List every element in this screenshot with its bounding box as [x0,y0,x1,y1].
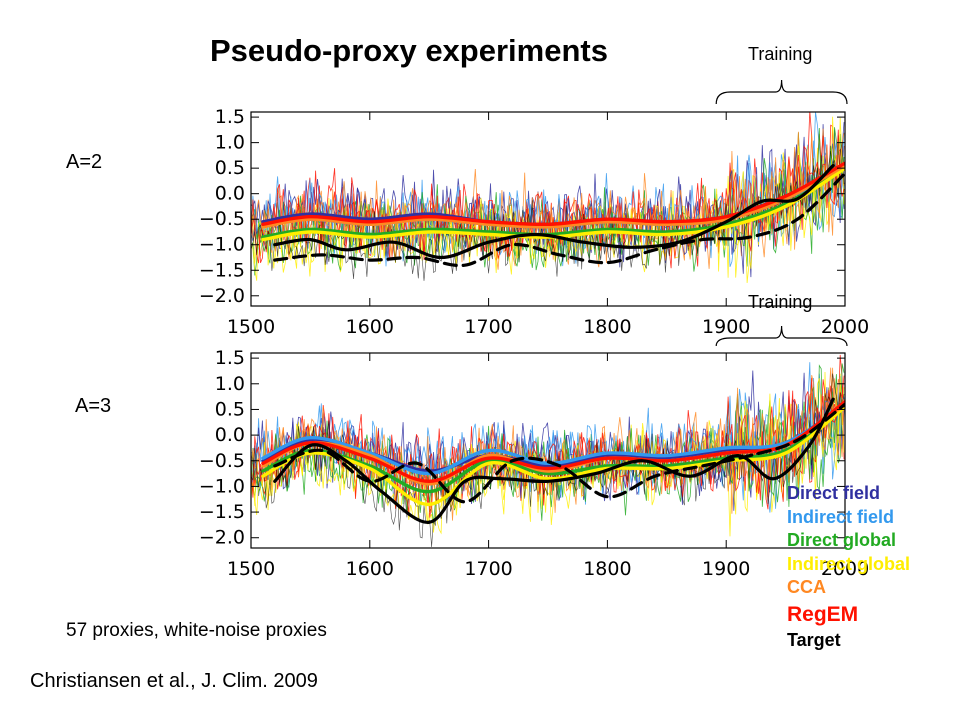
x-tick-label: 1900 [702,316,750,338]
y-tick-label: 0.0 [215,424,245,446]
y-tick-label: −1.5 [199,259,245,281]
x-tick-label: 2000 [821,558,869,580]
x-tick-label: 1800 [583,316,631,338]
series-line-cca [261,163,845,229]
series-line-target-dashed [273,402,845,504]
training-brace [715,79,848,105]
panel-label-a2: A=2 [66,151,103,173]
legend-item-indirect-field: Indirect field [787,506,895,527]
x-tick-label: 1700 [464,558,512,580]
series-line-target [273,397,835,524]
training-label-middle: Training [748,292,813,312]
x-tick-label: 1500 [227,316,275,338]
y-tick-label: −1.0 [199,234,245,256]
legend-item-cca: CCA [787,577,826,597]
x-tick-label: 2000 [821,316,869,338]
y-tick-label: −0.5 [199,450,245,472]
y-tick-label: 0.5 [215,157,245,179]
y-tick-label: −0.5 [199,208,245,230]
noise-indirect-field-1 [251,362,845,505]
y-tick-label: −2.0 [199,527,245,549]
citation: Christiansen et al., J. Clim. 2009 [30,670,318,692]
proxies-note: 57 proxies, white-noise proxies [66,620,327,641]
y-tick-label: 1.0 [215,373,245,395]
chart-panel-a2: 1.5 1.0 0.5 0.0 −0.5 −1.0 −1.5 −2.0 1500 1600 1700… [199,79,869,338]
plot-frame [250,111,846,307]
page-title: Pseudo-proxy experiments [210,33,608,68]
chart-panel-a3: 1.5 1.0 0.5 0.0 −0.5 −1.0 −1.5 −2.0 1500 1600 1700… [199,325,869,580]
legend: Direct field Indirect field Direct globa… [787,482,910,652]
noise-direct-global-2 [251,364,845,524]
y-tick-label: −1.5 [199,501,245,523]
legend-item-direct-global: Direct global [787,530,897,550]
legend-item-indirect-global: Indirect global [787,553,911,574]
x-tick-label: 1800 [583,558,631,580]
y-tick-label: 1.5 [215,347,245,369]
y-tick-label: 0.5 [215,398,245,420]
y-tick-label: −1.0 [199,475,245,497]
y-tick-label: 0.0 [215,183,245,205]
legend-item-regem: RegEM [787,602,859,626]
panel-label-a3: A=3 [75,395,112,417]
series-line-target-dashed [273,171,845,268]
plot-frame [250,352,846,549]
y-tick-label: −2.0 [199,285,245,307]
series-line-target [273,164,835,260]
legend-item-target: Target [787,629,841,650]
training-label-top: Training [748,44,813,64]
training-brace [715,325,848,347]
noise-target [251,373,845,548]
x-tick-label: 1600 [346,316,394,338]
x-tick-label: 1700 [464,316,512,338]
x-tick-label: 1900 [702,558,750,580]
x-tick-label: 1600 [346,558,394,580]
series-line-regem [261,161,845,227]
y-tick-label: 1.5 [215,106,245,128]
x-tick-label: 1500 [227,558,275,580]
y-tick-label: 1.0 [215,132,245,154]
series-line-regem [261,400,845,484]
series-line-indirect-global [261,405,845,507]
legend-item-direct-field: Direct field [787,483,881,503]
